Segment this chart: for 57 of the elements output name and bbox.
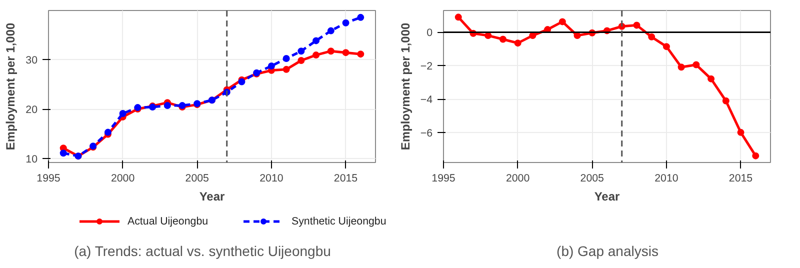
y-tick-label: −6 xyxy=(420,127,433,140)
point xyxy=(357,50,364,58)
point xyxy=(298,57,305,64)
x-tick-label: 2015 xyxy=(728,172,753,184)
x-tick-label: 2010 xyxy=(654,172,678,184)
y-tick-label: 0 xyxy=(426,27,433,40)
x-tick-label: 2010 xyxy=(260,172,284,184)
y-tick-label: 10 xyxy=(26,154,38,166)
point xyxy=(312,37,320,44)
point xyxy=(282,66,290,73)
x-tick-label: 2015 xyxy=(334,172,358,184)
text: (b) Gap analysis xyxy=(556,242,658,261)
point xyxy=(722,97,730,104)
point xyxy=(499,36,506,43)
point xyxy=(692,61,700,68)
point xyxy=(268,62,275,70)
x-axis-title: Year xyxy=(199,190,226,204)
point xyxy=(708,75,715,82)
point xyxy=(558,18,566,26)
y-tick-label: −4 xyxy=(420,94,433,106)
text: (a) Trends: actual vs. synthetic Uijeongbu xyxy=(74,242,331,261)
x-tick-label: 2000 xyxy=(506,172,530,184)
point xyxy=(282,55,290,62)
x-tick-label: 1995 xyxy=(432,172,456,184)
point xyxy=(312,52,320,59)
point xyxy=(327,27,334,34)
point xyxy=(529,32,536,40)
point xyxy=(454,14,462,21)
point xyxy=(164,102,171,110)
point xyxy=(633,22,640,29)
x-tick-label: 2005 xyxy=(580,172,604,184)
point xyxy=(119,110,126,117)
point xyxy=(678,64,685,71)
point xyxy=(662,43,670,50)
point xyxy=(574,32,581,40)
point xyxy=(342,49,350,56)
y-tick-label: 20 xyxy=(26,104,38,116)
point xyxy=(484,32,492,40)
x-tick-label: 2000 xyxy=(110,172,135,184)
point xyxy=(342,19,350,26)
y-tick-label: 30 xyxy=(26,54,38,67)
legend-label: Actual Uijeongbu xyxy=(128,216,208,228)
point xyxy=(648,33,656,40)
point xyxy=(514,40,522,47)
x-axis-title: Year xyxy=(594,190,620,204)
point xyxy=(752,152,760,160)
legend-label: Synthetic Uijeongbu xyxy=(292,216,386,228)
point xyxy=(357,14,364,21)
x-tick-label: 1995 xyxy=(36,172,60,184)
y-tick-label: −2 xyxy=(420,60,433,73)
point xyxy=(327,48,334,55)
point xyxy=(298,48,305,55)
y-axis-title: Employment per 1,000 xyxy=(398,22,412,150)
point xyxy=(737,128,744,136)
y-axis-title: Employment per 1,000 xyxy=(4,22,18,150)
point xyxy=(60,150,67,157)
x-tick-label: 2005 xyxy=(185,172,210,184)
